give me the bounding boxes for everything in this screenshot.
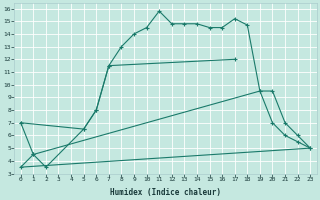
X-axis label: Humidex (Indice chaleur): Humidex (Indice chaleur) xyxy=(110,188,221,197)
